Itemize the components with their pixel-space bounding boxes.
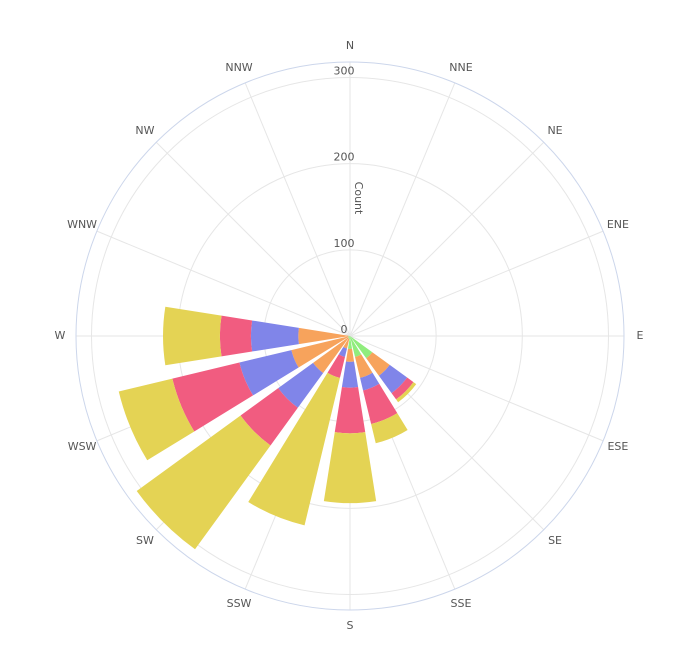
angle-label: WSW (68, 440, 97, 453)
wedge (341, 361, 359, 388)
angle-label: NE (547, 124, 562, 137)
angle-label: ESE (607, 440, 628, 453)
wedge (239, 350, 299, 396)
wedge (345, 348, 355, 362)
wedge (371, 413, 408, 444)
wedge (240, 388, 298, 446)
wedge (334, 387, 366, 434)
wedge (298, 327, 349, 345)
wedge (118, 378, 195, 461)
angle-label: NW (135, 124, 154, 137)
spoke (155, 141, 351, 337)
wedge (278, 362, 324, 408)
outer-ring (75, 61, 625, 611)
spoke (349, 230, 604, 337)
wedge (313, 337, 349, 373)
wedge (172, 362, 254, 432)
wedge (360, 372, 380, 391)
wedge (343, 338, 350, 349)
r-tick-label: 0 (341, 323, 348, 336)
wedge (348, 336, 350, 337)
wedge (136, 415, 271, 550)
spoke (244, 82, 351, 337)
angle-label: E (637, 329, 644, 342)
angle-label: NNE (449, 61, 472, 74)
wedge (347, 336, 353, 349)
wedge (323, 432, 377, 504)
spoke (96, 230, 351, 337)
wedge (327, 354, 345, 378)
angle-label: S (347, 619, 354, 632)
angle-label: ENE (607, 218, 629, 231)
wedge (378, 364, 408, 394)
angle-label: SSE (451, 597, 472, 610)
wedge (350, 336, 362, 357)
wedge (366, 352, 390, 376)
wedge (219, 315, 253, 357)
angle-label: SSW (227, 597, 252, 610)
angle-label: SW (136, 534, 154, 547)
wedge (347, 336, 350, 339)
angle-label: W (55, 329, 66, 342)
wedge (348, 336, 350, 339)
wedge (250, 320, 299, 352)
r-tick-label: 300 (334, 65, 355, 78)
r-axis-title: Count (352, 182, 365, 215)
wedge (391, 377, 414, 400)
r-tick-label: 200 (334, 151, 355, 164)
wedge (355, 354, 373, 378)
spoke (349, 141, 545, 337)
wedge (350, 336, 373, 359)
wedge (396, 382, 417, 403)
wedge (363, 383, 398, 424)
wedge (348, 335, 350, 337)
wedge (338, 347, 347, 357)
grid-ring (91, 77, 609, 595)
wedge (163, 306, 222, 366)
wedge (248, 372, 340, 526)
spoke (349, 82, 456, 337)
r-tick-label: 100 (334, 237, 355, 250)
spoke (349, 335, 604, 442)
angle-label: N (346, 39, 354, 52)
angle-label: WNW (67, 218, 97, 231)
angle-label: SE (548, 534, 562, 547)
wedge (291, 336, 349, 368)
angle-label: NNW (225, 61, 252, 74)
